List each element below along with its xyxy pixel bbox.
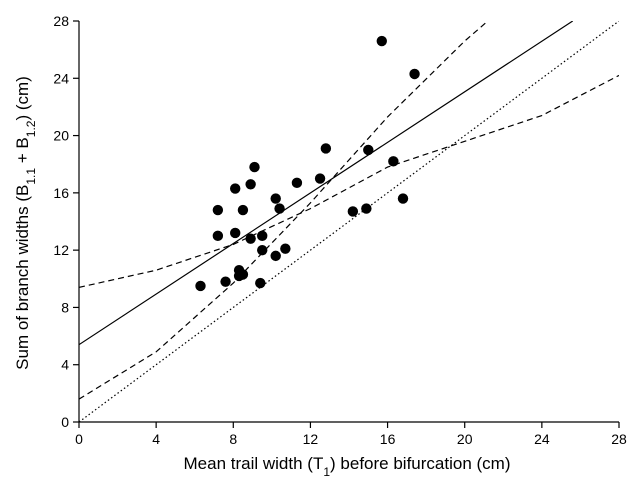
x-axis-ticks: 0 4 8 12 16 20 24 28 [75,422,627,447]
plot-lines [79,21,619,422]
data-point [314,173,326,184]
y-tick-label: 20 [53,128,69,144]
plot-points [195,35,420,292]
y-tick-label: 28 [53,13,69,29]
data-point [249,161,260,173]
data-point [320,143,332,154]
x-tick-label: 20 [457,431,473,447]
data-point [195,280,206,292]
data-point [230,183,241,194]
data-point [230,227,241,239]
data-point [347,206,359,217]
data-point [212,204,224,216]
x-tick-label: 4 [152,431,160,447]
x-tick-label: 28 [611,431,627,447]
data-point [257,244,268,256]
y-axis-title: Sum of branch widths (B1.1 + B1.2) (cm) [13,76,38,370]
data-point [270,193,281,204]
data-point [397,193,409,204]
regression-line [79,21,574,346]
y-tick-label: 4 [61,357,69,373]
x-tick-label: 8 [229,431,237,447]
data-point [237,269,249,280]
data-point [255,277,266,289]
data-point [257,230,268,242]
x-tick-label: 0 [75,431,83,447]
data-point [363,144,374,156]
y-tick-label: 24 [53,70,69,86]
data-point [280,243,291,254]
y-tick-label: 0 [61,414,69,430]
data-point [388,156,399,167]
data-point [361,203,372,214]
data-point [212,230,224,242]
data-point [270,250,281,262]
data-point [220,276,231,287]
x-axis-title: Mean trail width (T1) before bifurcation… [184,454,511,479]
x-tick-label: 16 [380,431,396,447]
data-point [376,35,387,47]
data-point [274,203,285,214]
x-tick-label: 24 [534,431,550,447]
y-tick-label: 12 [53,242,69,258]
identity-line [79,21,619,422]
x-tick-label: 12 [303,431,319,447]
confidence-band-line [79,21,489,400]
y-tick-label: 8 [61,299,69,315]
confidence-band-line [79,74,619,288]
data-point [245,233,256,244]
data-point [291,177,303,189]
data-point [245,179,256,190]
axes [78,21,619,423]
data-point [409,68,420,80]
data-point [237,204,249,216]
y-axis-ticks: 0 4 8 12 16 20 24 28 [53,13,79,430]
y-tick-label: 16 [53,185,69,201]
